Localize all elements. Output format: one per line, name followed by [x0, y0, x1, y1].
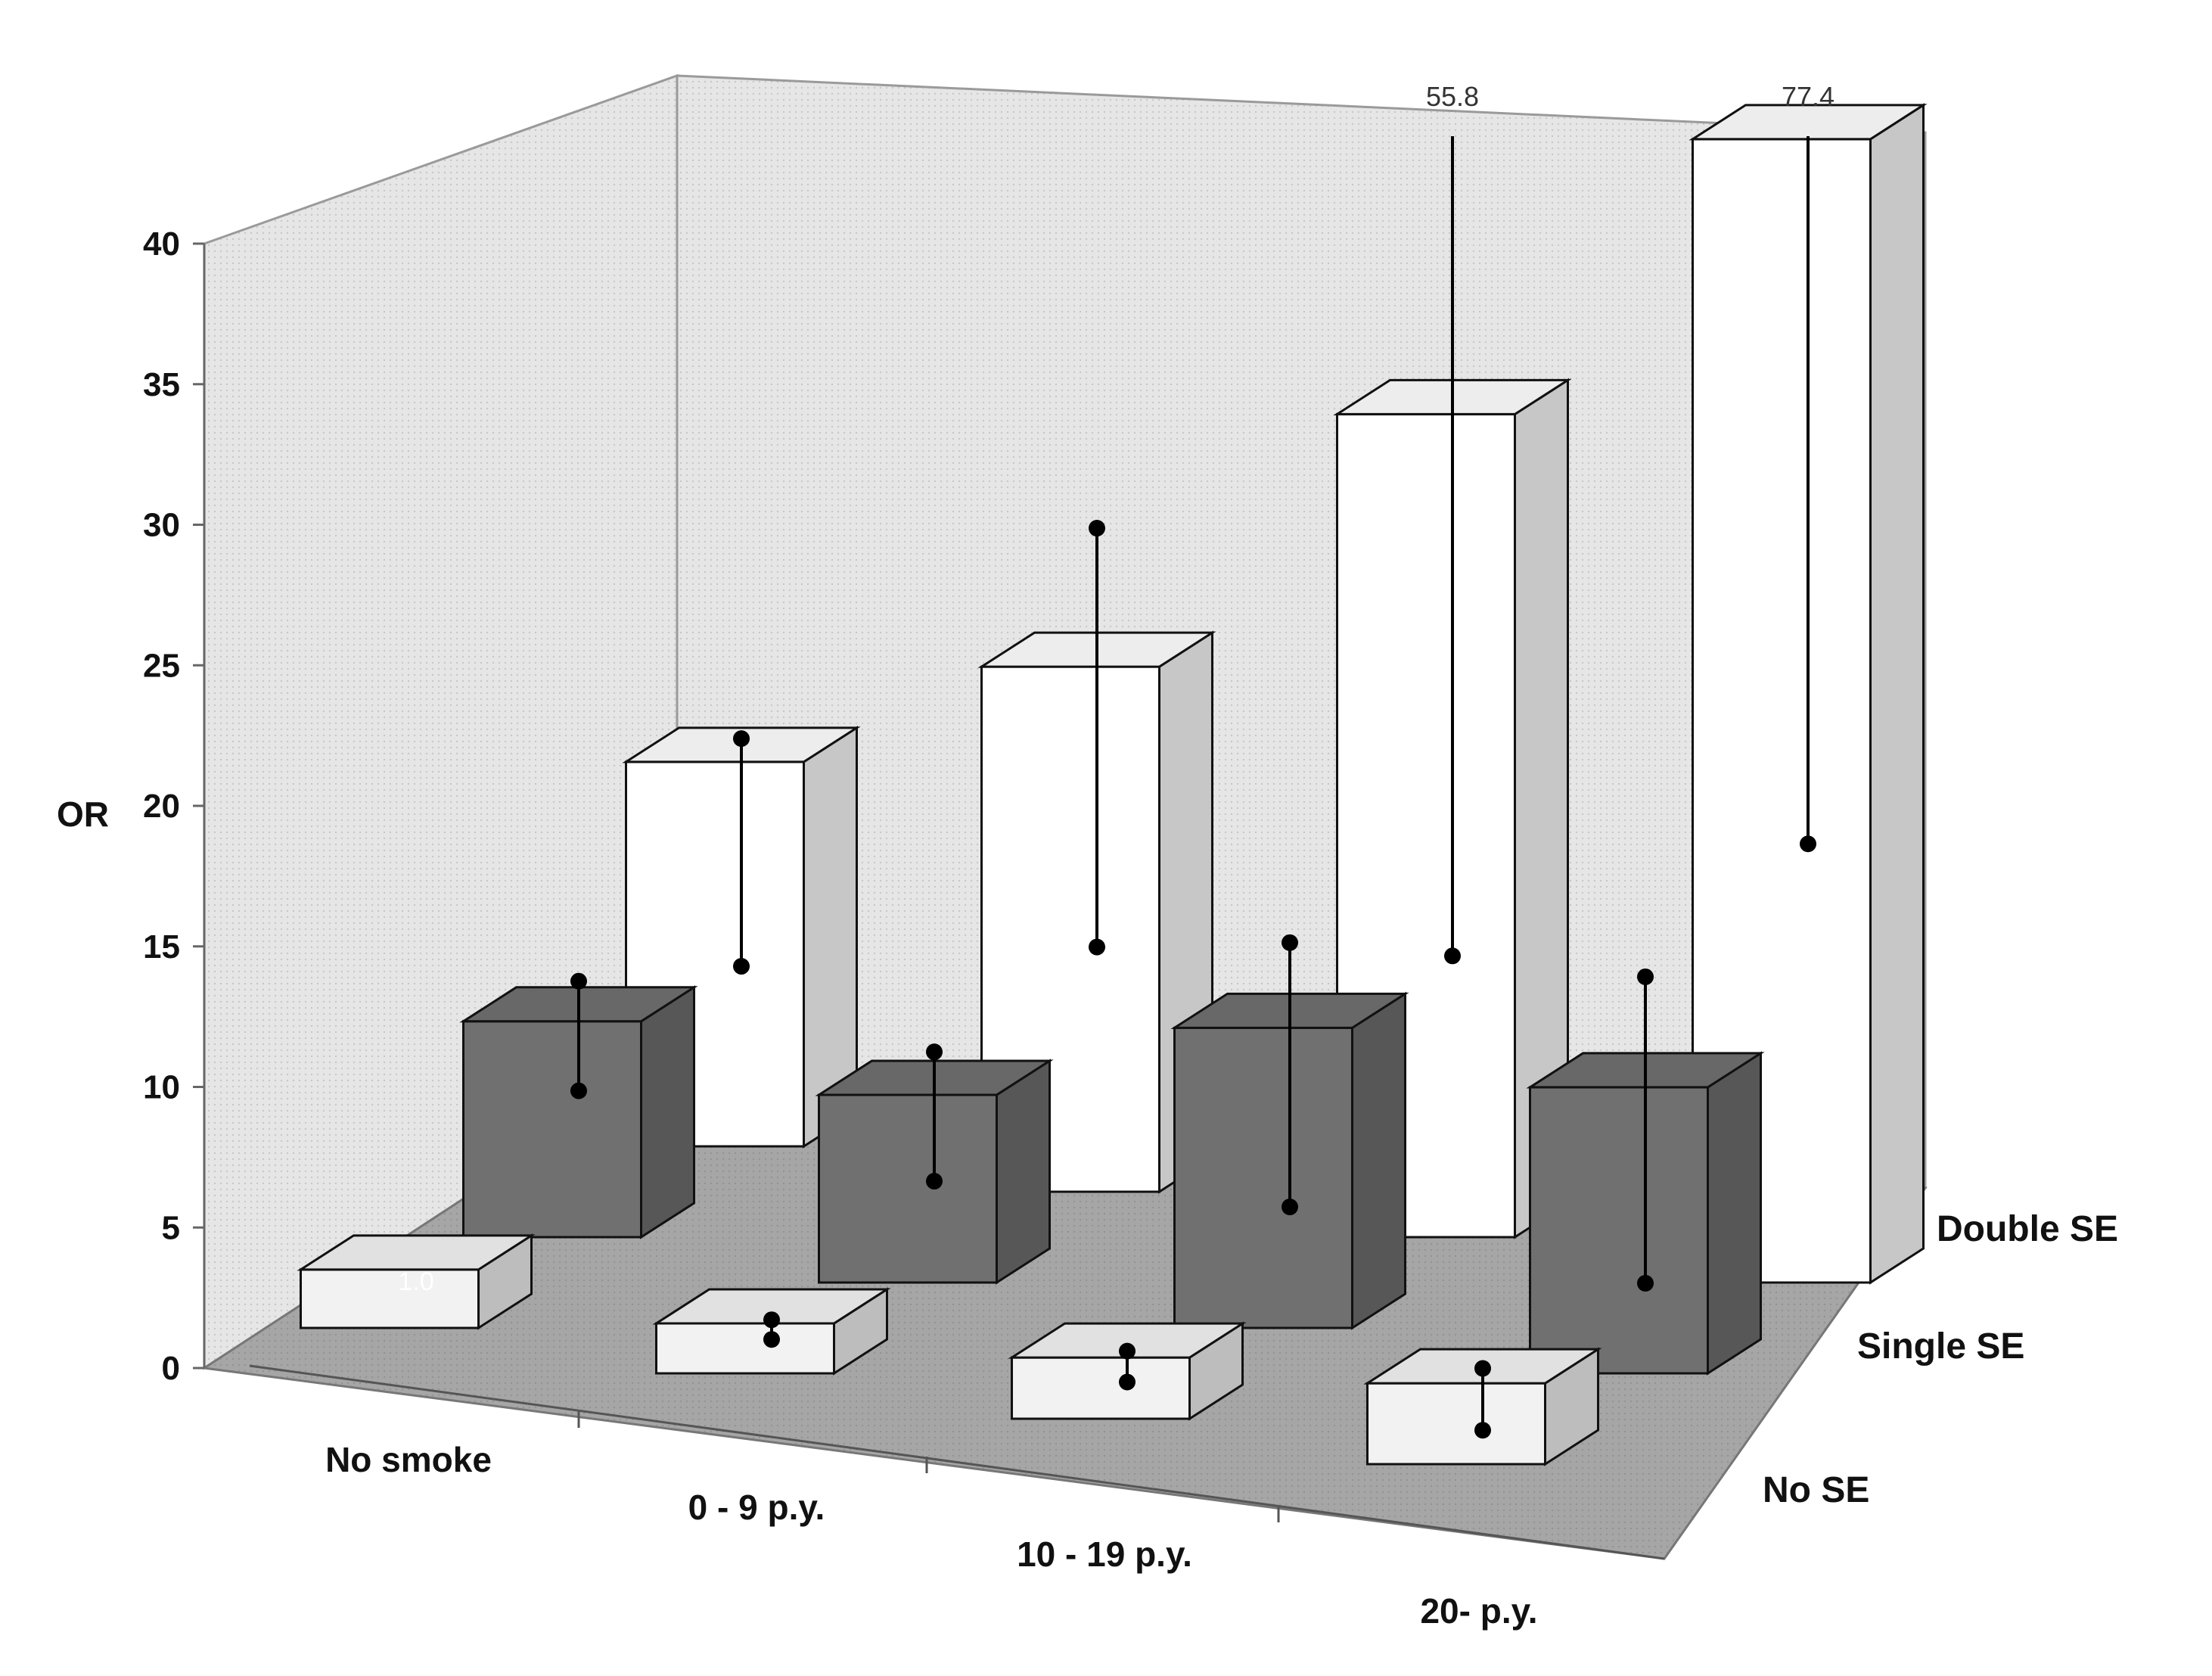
category-label-no-smoke: No smoke — [325, 1440, 492, 1479]
ci-low-marker — [733, 958, 750, 975]
bar-top — [1689, 104, 1928, 141]
bar-front — [1173, 1026, 1353, 1329]
ci-high-marker — [763, 1311, 780, 1329]
ci-low-marker — [926, 1173, 943, 1190]
ci-high-marker — [1119, 1342, 1136, 1360]
series-label-no-se: No SE — [1763, 1470, 1869, 1510]
bar-front — [1529, 1086, 1709, 1375]
ci-high-marker — [570, 972, 587, 990]
x-axis-line — [249, 1364, 1665, 1560]
bar-side — [1869, 103, 1925, 1285]
bar-front — [655, 1322, 835, 1375]
y-tick-label: 30 — [143, 507, 180, 544]
ci-low-marker — [1282, 1199, 1298, 1216]
bar-single-se-no-smoke — [459, 985, 698, 1239]
error-bar-double-se-10-19-p-y — [1444, 136, 1461, 965]
bar-no-se-0-9-p-y — [652, 1287, 891, 1376]
y-tick-label: 20 — [143, 788, 180, 825]
error-bar-double-se-0-9-p-y — [1089, 520, 1105, 956]
category-label-20-p-y: 20- p.y. — [1420, 1591, 1537, 1631]
error-bar-double-se-20-p-y — [1800, 136, 1816, 853]
ci-low-marker — [1474, 1422, 1491, 1439]
error-bars-layer — [570, 136, 1816, 1439]
ci-low-marker — [1119, 1373, 1136, 1391]
y-tick-label: 25 — [143, 647, 180, 684]
bar-front — [462, 1020, 642, 1239]
y-axis-title: OR — [57, 794, 109, 834]
ci-high-marker — [733, 730, 750, 748]
bar-side — [996, 1059, 1051, 1285]
bar-double-se-20-p-y — [1689, 103, 1928, 1285]
ci-low-marker — [570, 1082, 587, 1099]
error-bar-double-se-no-smoke — [733, 730, 750, 975]
error-bar-no-se-10-19-p-y — [1119, 1342, 1136, 1391]
error-bar-single-se-20-p-y — [1637, 968, 1654, 1292]
bar-front — [1011, 1356, 1191, 1420]
y-tick-label: 40 — [143, 225, 180, 263]
x-axis: No smoke 0 - 9 p.y. 10 - 19 p.y. 20- p.y. No… — [249, 1209, 2118, 1631]
ci-high-marker — [1282, 934, 1298, 951]
bar-side — [640, 985, 695, 1239]
ci-low-marker — [763, 1331, 780, 1348]
bar-top — [297, 1234, 536, 1271]
bars-layer — [297, 103, 1928, 1466]
ci-high-marker — [926, 1043, 943, 1061]
bar-front — [1366, 1382, 1546, 1466]
series-label-double-se: Double SE — [1937, 1209, 2118, 1249]
error-bar-no-se-0-9-p-y — [763, 1311, 780, 1348]
error-bar-single-se-0-9-p-y — [926, 1043, 943, 1190]
error-bar-no-se-20-p-y — [1474, 1360, 1491, 1439]
bar-front — [818, 1093, 998, 1284]
ci-high-marker — [1089, 520, 1105, 537]
error-bar-single-se-no-smoke — [570, 972, 587, 1099]
annotation-double-se-20-p-y: 77.4 — [1782, 81, 1835, 112]
ci-low-marker — [1800, 835, 1816, 853]
annotation-double-se-10-19-p-y: 55.8 — [1426, 81, 1479, 112]
bar-front — [300, 1268, 480, 1329]
bar-side — [1351, 991, 1406, 1330]
y-tick-label: 35 — [143, 366, 180, 403]
y-axis-ticks: 0 5 10 15 20 25 30 35 40 — [143, 225, 204, 1387]
bar-no-se-no-smoke — [297, 1233, 536, 1330]
annotation-no-se-no-smoke: 1.0 — [398, 1267, 433, 1296]
bar-side — [1707, 1051, 1762, 1376]
y-tick-label: 15 — [143, 928, 180, 965]
ci-low-marker — [1089, 938, 1105, 956]
error-bar-single-se-10-19-p-y — [1282, 934, 1298, 1216]
ci-low-marker — [1444, 947, 1461, 965]
category-label-0-9-p-y: 0 - 9 p.y. — [688, 1488, 825, 1527]
ci-high-marker — [1637, 968, 1654, 985]
y-tick-label: 5 — [162, 1209, 180, 1246]
ci-low-marker — [1637, 1274, 1654, 1292]
ci-high-marker — [1474, 1360, 1491, 1377]
y-tick-label: 0 — [162, 1350, 180, 1387]
category-label-10-19-p-y: 10 - 19 p.y. — [1017, 1535, 1192, 1574]
labels-layer: 55.8 77.4 1.0 — [398, 81, 1835, 1296]
bar-no-se-20-p-y — [1363, 1347, 1602, 1466]
series-label-single-se: Single SE — [1857, 1326, 2024, 1367]
y-tick-label: 10 — [143, 1069, 180, 1106]
